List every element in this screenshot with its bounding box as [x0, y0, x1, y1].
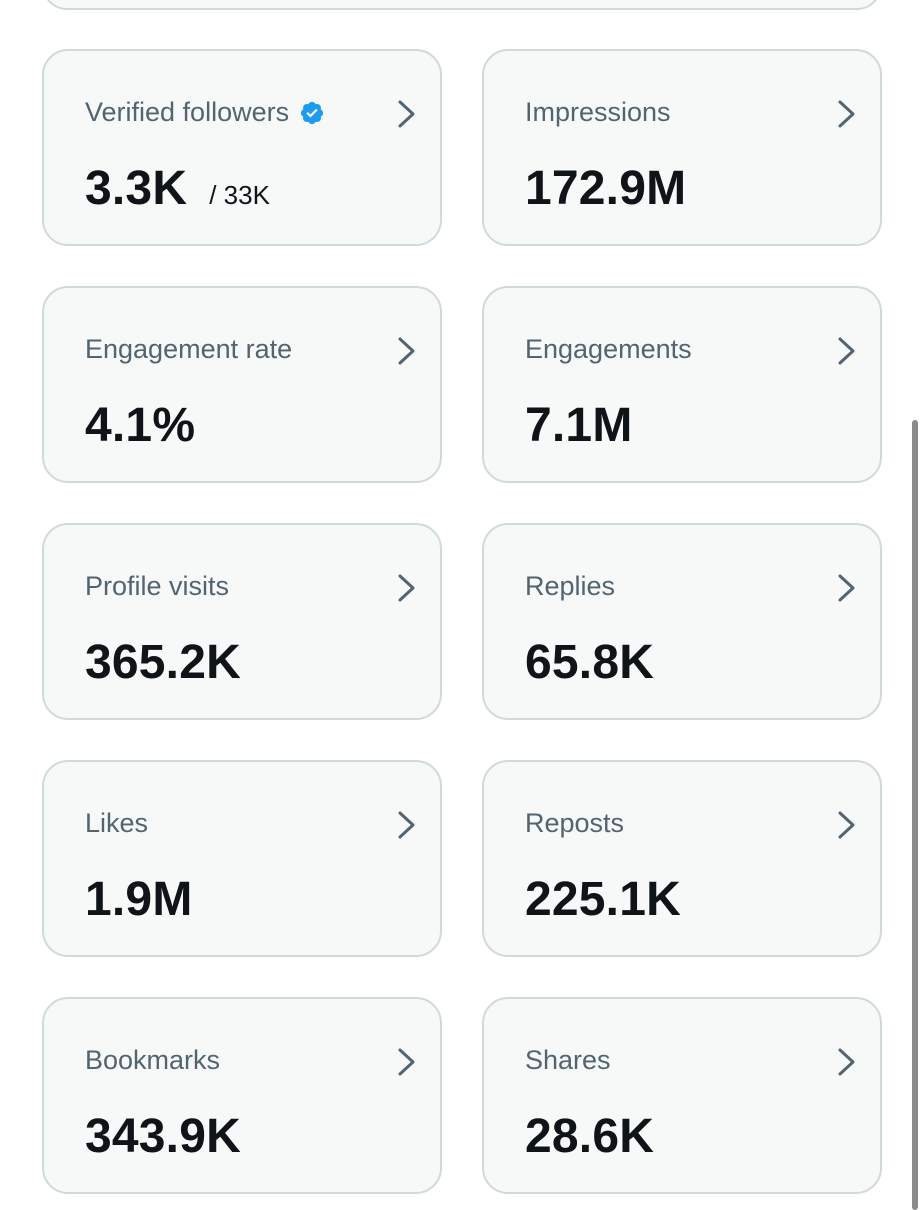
card-impressions[interactable]: Impressions 172.9M [482, 49, 882, 246]
card-title: Replies [525, 571, 615, 602]
card-title: Verified followers [85, 97, 325, 128]
card-title: Bookmarks [85, 1045, 220, 1076]
chevron-right-icon [838, 337, 855, 365]
card-title-text: Shares [525, 1045, 611, 1075]
card-value-row: 28.6K [525, 1109, 654, 1164]
card-title-text: Reposts [525, 808, 625, 838]
card-title-text: Impressions [525, 97, 671, 127]
card-value-row: 172.9M [525, 161, 686, 216]
chevron-right-icon [398, 1048, 415, 1076]
card-bookmarks[interactable]: Bookmarks 343.9K [42, 997, 442, 1194]
card-value: 225.1K [525, 873, 681, 926]
card-replies[interactable]: Replies 65.8K [482, 523, 882, 720]
card-value: 7.1M [525, 399, 633, 452]
card-subvalue: / 33K [209, 180, 270, 210]
card-title: Reposts [525, 808, 624, 839]
card-title: Profile visits [85, 571, 229, 602]
card-value-row: 7.1M [525, 398, 633, 453]
chevron-right-icon [398, 337, 415, 365]
card-value: 1.9M [85, 873, 193, 926]
card-engagements[interactable]: Engagements 7.1M [482, 286, 882, 483]
card-title: Engagement rate [85, 334, 292, 365]
card-title: Likes [85, 808, 148, 839]
card-title: Shares [525, 1045, 611, 1076]
card-value: 4.1% [85, 399, 196, 452]
card-likes[interactable]: Likes 1.9M [42, 760, 442, 957]
scrollbar[interactable] [912, 420, 918, 1210]
chevron-right-icon [398, 100, 415, 128]
chevron-right-icon [838, 811, 855, 839]
card-title-text: Engagement rate [85, 334, 293, 364]
card-value: 65.8K [525, 636, 655, 689]
card-title-text: Replies [525, 571, 616, 601]
chevron-right-icon [398, 574, 415, 602]
metrics-grid: Verified followers 3.3K / 33K Impression… [42, 49, 882, 1194]
card-value: 3.3K [85, 162, 188, 215]
card-value-row: 343.9K [85, 1109, 241, 1164]
card-value-row: 365.2K [85, 635, 241, 690]
card-title-text: Bookmarks [85, 1045, 221, 1075]
card-title: Impressions [525, 97, 671, 128]
card-value-row: 1.9M [85, 872, 193, 927]
card-title-text: Profile visits [85, 571, 230, 601]
chevron-right-icon [838, 100, 855, 128]
card-value: 172.9M [525, 162, 687, 215]
card-verified-followers[interactable]: Verified followers 3.3K / 33K [42, 49, 442, 246]
chevron-right-icon [838, 1048, 855, 1076]
card-title: Engagements [525, 334, 692, 365]
card-title-text: Engagements [525, 334, 692, 364]
card-reposts[interactable]: Reposts 225.1K [482, 760, 882, 957]
card-title-text: Verified followers [85, 97, 290, 127]
card-value-row: 3.3K / 33K [85, 161, 270, 216]
card-value-row: 225.1K [525, 872, 681, 927]
card-value: 343.9K [85, 1110, 241, 1163]
card-shares[interactable]: Shares 28.6K [482, 997, 882, 1194]
chevron-right-icon [398, 811, 415, 839]
card-profile-visits[interactable]: Profile visits 365.2K [42, 523, 442, 720]
card-value: 365.2K [85, 636, 241, 689]
card-value-row: 4.1% [85, 398, 195, 453]
card-value-row: 65.8K [525, 635, 654, 690]
card-engagement-rate[interactable]: Engagement rate 4.1% [42, 286, 442, 483]
previous-card-partial [42, 0, 882, 10]
card-title-text: Likes [85, 808, 149, 838]
card-value: 28.6K [525, 1110, 655, 1163]
verified-badge-icon [301, 101, 324, 124]
chevron-right-icon [838, 574, 855, 602]
